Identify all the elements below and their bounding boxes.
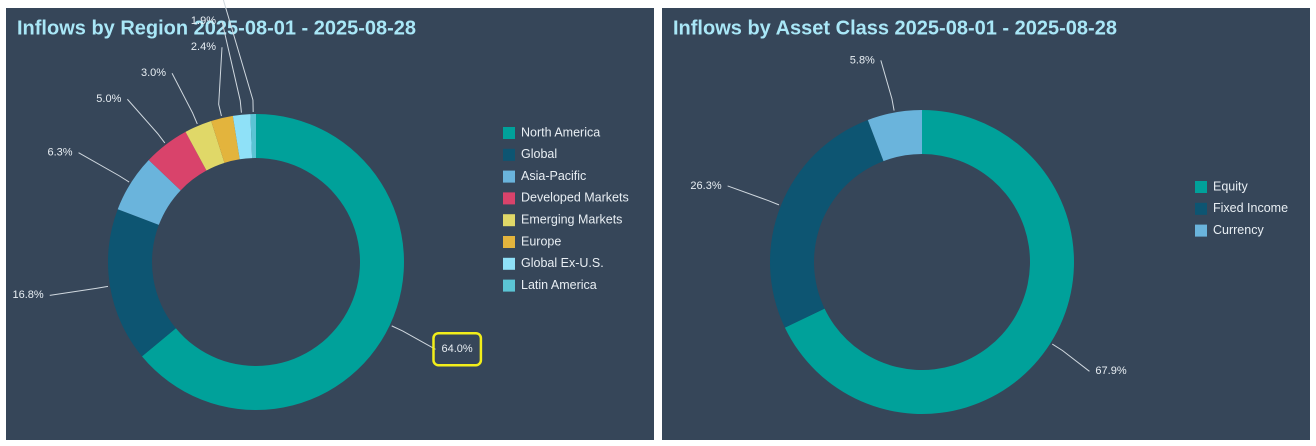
slice: [211, 115, 240, 163]
legend-label: Global Ex-U.S.: [521, 256, 604, 270]
leader-line: [391, 325, 436, 350]
legend-swatch: [503, 170, 515, 183]
slice: [141, 114, 404, 411]
slice: [107, 209, 176, 357]
legend-label: Global: [521, 147, 557, 161]
slice-label: 5.0%: [96, 93, 121, 105]
slice-label: 64.0%: [441, 343, 472, 355]
legend-label: Emerging Markets: [521, 212, 622, 226]
legend-label: Equity: [1213, 179, 1248, 193]
slice: [770, 119, 884, 328]
leader-line: [222, 0, 254, 113]
legend-swatch: [503, 257, 515, 270]
leader-line: [171, 73, 198, 125]
slice: [185, 120, 225, 171]
legend-swatch: [503, 127, 515, 139]
legend-swatch: [1195, 202, 1207, 215]
legend-label: Europe: [521, 234, 561, 248]
chart-title: Inflows by Asset Class 2025-08-01 - 2025…: [673, 17, 1117, 39]
highlight-box: [432, 331, 483, 367]
slice-label: 67.9%: [1095, 365, 1126, 377]
slice-label: 3.0%: [141, 67, 166, 79]
leader-line: [218, 47, 223, 117]
leader-line: [221, 21, 242, 113]
slice: [148, 131, 207, 191]
legend-swatch: [1195, 181, 1207, 193]
slice: [232, 114, 253, 160]
slice-label: 0.6%: [191, 0, 216, 1]
slice-label: 16.8%: [13, 289, 44, 301]
leader-line: [727, 185, 780, 206]
slice-label: 5.8%: [850, 54, 875, 66]
slice: [117, 160, 181, 225]
legend-swatch: [503, 148, 515, 161]
legend-swatch: [1195, 224, 1207, 237]
legend-label: Asia-Pacific: [521, 169, 586, 183]
slice-label: 6.3%: [47, 147, 72, 159]
slice-label: 26.3%: [690, 180, 721, 192]
leader-line: [126, 98, 166, 144]
legend-label: Developed Markets: [521, 191, 629, 205]
leader-line: [78, 152, 130, 183]
slice: [784, 110, 1074, 414]
legend-label: North America: [521, 125, 600, 139]
legend-label: Latin America: [521, 278, 597, 292]
legend-swatch: [503, 236, 515, 248]
slice-label: 1.9%: [191, 15, 216, 27]
legend-swatch: [503, 279, 515, 292]
slice-label: 2.4%: [191, 41, 216, 53]
leader-line: [880, 60, 895, 111]
leader-line: [49, 285, 109, 296]
chart-title: Inflows by Region 2025-08-01 - 2025-08-2…: [17, 17, 416, 39]
slice: [250, 114, 256, 159]
legend-swatch: [503, 214, 515, 227]
legend-label: Fixed Income: [1213, 201, 1288, 215]
legend-swatch: [503, 192, 515, 205]
legend-label: Currency: [1213, 223, 1264, 237]
leader-line: [1052, 343, 1090, 372]
slice: [867, 110, 922, 162]
